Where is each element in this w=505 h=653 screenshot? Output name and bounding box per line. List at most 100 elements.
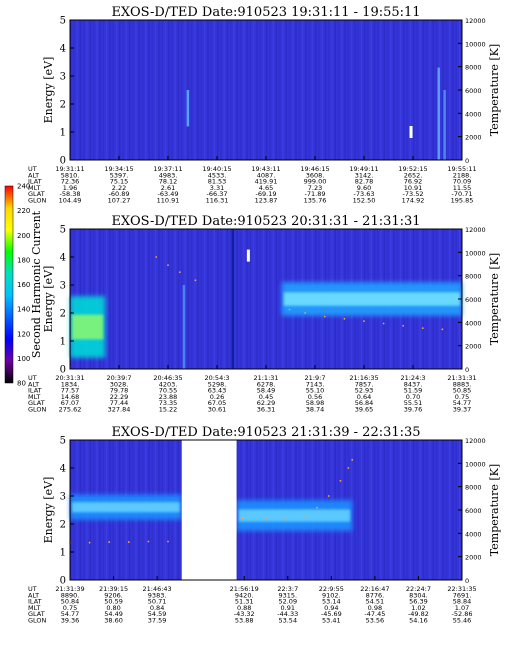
ephemeris-value: 104.49	[59, 197, 82, 205]
texture-stripe	[429, 20, 431, 160]
texture-stripe	[432, 440, 434, 580]
ephemeris-value: 54.77	[453, 399, 472, 407]
texture-stripe	[109, 229, 111, 369]
texture-stripe	[105, 229, 108, 369]
ephemeris-row-label: ALT	[28, 171, 39, 179]
ephemeris-value: 1.07	[455, 604, 469, 612]
texture-stripe	[79, 20, 82, 160]
texture-stripe	[383, 20, 385, 160]
texture-stripe	[171, 229, 173, 369]
colorbar: 240 220 200 180 160 140 120 100 80 Second Harmoni…	[4, 183, 43, 388]
colorbar-tick-label: 240	[17, 183, 30, 191]
texture-stripe	[419, 440, 421, 580]
panel-2: EXOS-D/TED Date:910523 20:31:31 - 21:31:…	[28, 214, 501, 414]
ephemeris-value: -63.49	[158, 190, 179, 198]
energy-band-core	[72, 502, 180, 513]
texture-stripe	[426, 20, 428, 160]
temperature-point	[155, 256, 158, 258]
texture-stripe	[158, 20, 160, 160]
texture-stripe	[331, 20, 333, 160]
y-tick-label: 2	[60, 309, 66, 320]
texture-stripe	[190, 229, 193, 369]
colorbar-tick-label: 140	[17, 306, 30, 314]
temperature-point	[288, 308, 291, 311]
ephemeris-value: 4983.	[159, 171, 178, 179]
ephemeris-value: 22.29	[110, 393, 129, 401]
texture-stripe	[223, 20, 225, 160]
ephemeris-value: 55.51	[404, 399, 423, 407]
texture-stripe	[399, 20, 402, 160]
y2-tick-label: 6000	[465, 507, 482, 515]
y2-tick-label: 2000	[465, 134, 482, 142]
texture-stripe	[200, 229, 203, 369]
texture-stripe	[416, 20, 418, 160]
ephemeris-value: 51.59	[404, 387, 423, 395]
texture-stripe	[413, 440, 415, 580]
ephemeris-value: 8890.	[61, 591, 80, 599]
temperature-point	[127, 541, 130, 543]
texture-stripe	[164, 229, 167, 369]
texture-stripe	[403, 440, 405, 580]
energy-band-core	[72, 314, 104, 340]
texture-stripe	[386, 440, 389, 580]
texture-stripe	[409, 440, 412, 580]
ephemeris-value: -60.89	[109, 190, 130, 198]
texture-stripe	[272, 229, 274, 369]
vertical-streak	[182, 285, 186, 369]
panel-title: EXOS-D/TED Date:910523 21:31:39 - 22:31:…	[111, 425, 420, 440]
ephemeris-value: 7143.	[306, 380, 325, 388]
ephemeris-value: 7.23	[308, 184, 322, 192]
ephemeris-time: 19:49:11	[349, 165, 378, 173]
texture-stripe	[207, 20, 209, 160]
ephemeris-row-label: UT	[28, 585, 37, 593]
panel-title: EXOS-D/TED Date:910523 20:31:31 - 21:31:…	[111, 214, 420, 229]
ephemeris-value: 999.00	[304, 178, 327, 186]
temperature-point	[363, 320, 365, 323]
ephemeris-value: 10.91	[404, 184, 423, 192]
ephemeris-row-label: ILAT	[28, 178, 42, 186]
ephemeris-value: -43.32	[234, 610, 255, 618]
texture-stripe	[275, 229, 278, 369]
colorbar-tick-label: 100	[17, 355, 30, 363]
bright-spot	[246, 249, 250, 262]
bright-spot	[409, 126, 413, 138]
ephemeris-value: 58.84	[453, 598, 472, 606]
y-tick-label: 0	[60, 576, 66, 587]
texture-stripe	[269, 229, 271, 369]
y-axis-label: Energy [eV]	[42, 57, 55, 124]
ephemeris-value: 327.84	[108, 406, 131, 414]
texture-stripe	[210, 229, 212, 369]
y2-tick-label: 6000	[465, 296, 482, 304]
texture-stripe	[344, 20, 346, 160]
texture-stripe	[194, 229, 196, 369]
texture-stripe	[184, 20, 186, 160]
texture-stripe	[141, 229, 144, 369]
ephemeris-value: 135.76	[304, 197, 327, 205]
texture-stripe	[92, 20, 95, 160]
texture-stripe	[347, 20, 350, 160]
texture-stripe	[341, 20, 343, 160]
texture-stripe	[390, 440, 392, 580]
texture-stripe	[386, 20, 389, 160]
ephemeris-value: 53.54	[278, 617, 297, 625]
ephemeris-value: 4203.	[159, 380, 178, 388]
ephemeris-value: 56.84	[355, 399, 374, 407]
texture-stripe	[396, 440, 399, 580]
ephemeris-value: 52.93	[355, 387, 374, 395]
ephemeris-value: 72.36	[61, 178, 80, 186]
ephemeris-value: 77.44	[110, 399, 129, 407]
temperature-point	[351, 458, 354, 461]
ephemeris-value: 37.59	[148, 617, 167, 625]
texture-stripe	[115, 20, 118, 160]
ephemeris-time: 19:37:11	[153, 165, 182, 173]
ephemeris-value: 53.41	[322, 617, 341, 625]
colorbar-tick-label: 180	[17, 256, 30, 264]
texture-stripe	[203, 20, 206, 160]
ephemeris-value: 50.59	[104, 598, 123, 606]
texture-stripe	[161, 229, 163, 369]
texture-stripe	[295, 20, 297, 160]
y-axis-label: Energy [eV]	[42, 266, 55, 333]
ephemeris-value: 0.45	[259, 393, 273, 401]
ephemeris-value: 0.84	[150, 604, 164, 612]
